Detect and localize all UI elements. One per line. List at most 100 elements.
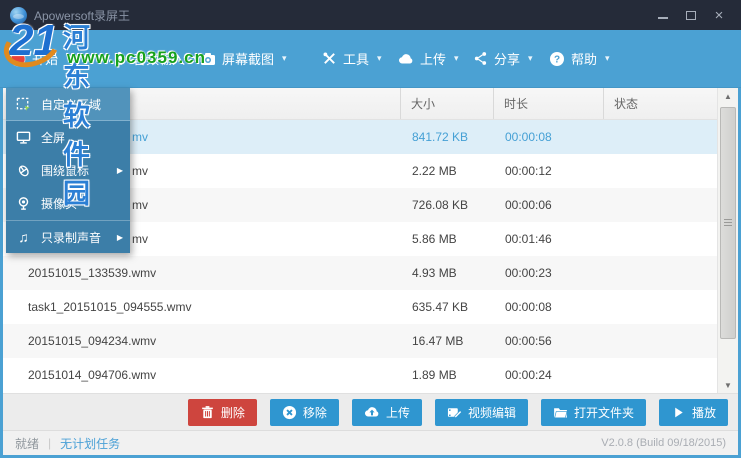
column-header-duration[interactable]: 时长	[493, 88, 603, 119]
menu-item-fullscreen[interactable]: 全屏	[6, 121, 130, 154]
dropdown-caret-icon[interactable]: ▾	[528, 53, 533, 63]
remove-circle-icon	[282, 405, 297, 420]
window-title: Apowersoft录屏王	[34, 8, 131, 23]
toolbar-button-help[interactable]: ? 帮助 ▾	[549, 30, 610, 87]
dropdown-caret-icon[interactable]: ▾	[377, 53, 382, 63]
around-mouse-icon	[15, 163, 32, 178]
titlebar: Apowersoft录屏王 ×	[0, 0, 741, 30]
cell-name: 20151014_094706.wmv	[28, 368, 157, 382]
table-body: mv 841.72 KB 00:00:08 mv 2.22 MB 00:00:12 mv 72…	[3, 120, 738, 392]
cloud-upload-button[interactable]: 上传	[351, 398, 422, 426]
dropdown-caret-icon[interactable]: ▾	[605, 53, 610, 63]
toolbar-button-record[interactable]: 开始	[10, 30, 58, 87]
menu-item-label: 全屏	[41, 131, 66, 145]
scroll-up-icon[interactable]: ▲	[718, 88, 738, 104]
menu-item-label: 围绕鼠标	[41, 164, 90, 178]
scrollbar-grip-icon	[724, 219, 732, 228]
status-state: 就绪	[15, 436, 40, 451]
action-button-label: 上传	[385, 405, 410, 420]
cell-size: 5.86 MB	[412, 232, 457, 246]
scrollbar[interactable]: ▲ ▼	[717, 88, 738, 393]
main-toolbar: 开始 音频输入 ▾ 屏幕截图 ▾ 工具 ▾ 上传 ▾ 分享 ▾? 帮助 ▾	[0, 30, 741, 88]
toolbar-button-share[interactable]: 分享 ▾	[473, 30, 533, 87]
recording-list: 大小 时长 状态 mv 841.72 KB 00:00:08 mv 2.22 MB 00:00…	[3, 88, 738, 393]
cell-size: 1.89 MB	[412, 368, 457, 382]
cell-size: 4.93 MB	[412, 266, 457, 280]
webcam-icon	[15, 196, 32, 211]
menu-item-custom-region[interactable]: 自定义区域	[6, 88, 130, 121]
action-bar: 删除 移除 上传 视频编辑 打开文件夹 播放	[3, 393, 738, 430]
play-button[interactable]: 播放	[658, 398, 728, 426]
remove-circle-button[interactable]: 移除	[269, 398, 339, 426]
video-edit-button[interactable]: 视频编辑	[434, 398, 528, 426]
statusbar: 就绪 | 无计划任务 V2.0.8 (Build 09/18/2015)	[3, 430, 738, 455]
dropdown-caret-icon[interactable]: ▾	[282, 53, 287, 63]
open-folder-icon	[553, 405, 568, 420]
scrollbar-thumb[interactable]	[720, 107, 736, 339]
toolbar-label: 上传	[420, 52, 447, 67]
help-icon: ?	[549, 51, 565, 67]
dropdown-caret-icon[interactable]: ▾	[454, 53, 459, 63]
share-icon	[473, 51, 488, 66]
audio-only-icon: ♫	[18, 229, 29, 245]
open-folder-button[interactable]: 打开文件夹	[540, 398, 646, 426]
menu-item-label: 自定义区域	[41, 97, 102, 112]
toolbar-label: 帮助	[571, 52, 598, 67]
cell-size: 726.08 KB	[412, 198, 469, 212]
cell-duration: 00:00:08	[505, 300, 552, 314]
close-button[interactable]: ×	[714, 6, 724, 24]
cell-size: 2.22 MB	[412, 164, 457, 178]
cell-name: task1_20151015_094555.wmv	[28, 300, 192, 314]
minimize-button[interactable]	[649, 0, 677, 30]
toolbar-button-microphone[interactable]: 音频输入 ▾	[112, 30, 198, 87]
table-row[interactable]: task1_20151015_094555.wmv 635.47 KB 00:00:…	[3, 290, 738, 324]
svg-text:?: ?	[554, 54, 560, 65]
maximize-button[interactable]	[677, 0, 705, 30]
submenu-arrow-icon: ▶	[116, 166, 123, 175]
toolbar-button-camera[interactable]: 屏幕截图 ▾	[200, 30, 287, 87]
version-label: V2.0.8 (Build 09/18/2015)	[601, 437, 726, 449]
cloud-upload-icon	[398, 51, 414, 67]
cell-duration: 00:00:23	[505, 266, 552, 280]
cell-name: mv	[132, 130, 148, 144]
menu-item-webcam[interactable]: 摄像头	[6, 187, 130, 220]
toolbar-button-tools[interactable]: 工具 ▾	[322, 30, 382, 87]
action-button-label: 移除	[302, 405, 327, 420]
cell-duration: 00:01:46	[505, 232, 552, 246]
cell-name: mv	[132, 232, 148, 246]
cell-size: 16.47 MB	[412, 334, 464, 348]
status-separator: |	[48, 436, 52, 450]
column-header-size[interactable]: 大小	[400, 88, 493, 119]
table-row[interactable]: 20151015_133539.wmv 4.93 MB 00:00:23	[3, 256, 738, 290]
cell-duration: 00:00:12	[505, 164, 552, 178]
cell-duration: 00:00:06	[505, 198, 552, 212]
trash-icon	[200, 405, 215, 420]
toolbar-label: 屏幕截图	[222, 52, 275, 67]
camera-icon	[200, 51, 216, 67]
column-header-status[interactable]: 状态	[603, 88, 738, 119]
action-button-label: 播放	[691, 405, 716, 420]
action-button-label: 删除	[220, 405, 245, 420]
cell-size: 635.47 KB	[412, 300, 469, 314]
menu-item-around-mouse[interactable]: 围绕鼠标 ▶	[6, 154, 130, 187]
video-edit-icon	[447, 405, 462, 420]
menu-item-label: 只录制声音	[41, 230, 102, 245]
table-row[interactable]: 20151014_094706.wmv 1.89 MB 00:00:24	[3, 358, 738, 392]
action-button-label: 打开文件夹	[573, 405, 634, 420]
menu-item-audio-only[interactable]: ♫ 只录制声音 ▶	[6, 220, 130, 253]
toolbar-button-cloud-upload[interactable]: 上传 ▾	[398, 30, 459, 87]
scheduled-task-link[interactable]: 无计划任务	[60, 436, 121, 451]
table-row[interactable]: 20151015_094234.wmv 16.47 MB 00:00:56	[3, 324, 738, 358]
microphone-icon	[112, 51, 127, 66]
cell-size: 841.72 KB	[412, 130, 469, 144]
custom-region-icon	[15, 97, 32, 112]
scroll-down-icon[interactable]: ▼	[718, 377, 738, 393]
window-controls: ×	[649, 0, 741, 30]
tools-icon	[322, 51, 337, 66]
trash-button[interactable]: 删除	[187, 398, 257, 426]
submenu-arrow-icon: ▶	[116, 232, 123, 242]
record-icon	[10, 51, 26, 67]
cell-duration: 00:00:08	[505, 130, 552, 144]
dropdown-caret-icon[interactable]: ▾	[193, 53, 198, 63]
